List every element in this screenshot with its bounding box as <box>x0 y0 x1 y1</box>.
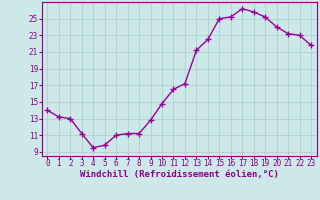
X-axis label: Windchill (Refroidissement éolien,°C): Windchill (Refroidissement éolien,°C) <box>80 170 279 179</box>
